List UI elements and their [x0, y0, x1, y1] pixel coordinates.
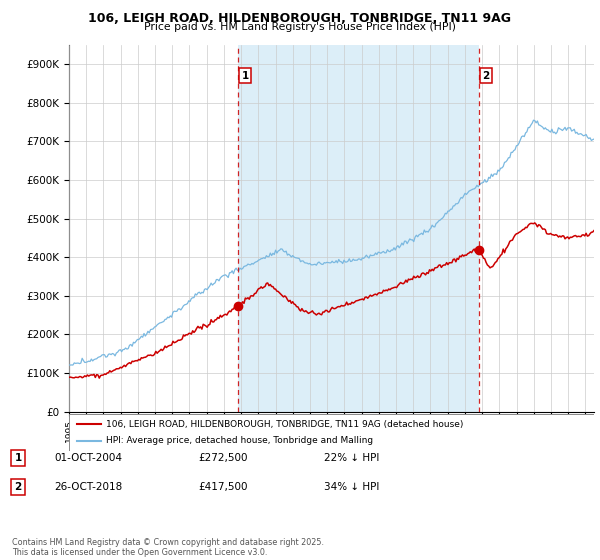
- Text: 2: 2: [482, 71, 490, 81]
- Text: 34% ↓ HPI: 34% ↓ HPI: [324, 482, 379, 492]
- Text: 01-OCT-2004: 01-OCT-2004: [54, 453, 122, 463]
- Text: Contains HM Land Registry data © Crown copyright and database right 2025.
This d: Contains HM Land Registry data © Crown c…: [12, 538, 324, 557]
- Text: 22% ↓ HPI: 22% ↓ HPI: [324, 453, 379, 463]
- Text: 2: 2: [14, 482, 22, 492]
- Text: 1: 1: [241, 71, 249, 81]
- Text: 26-OCT-2018: 26-OCT-2018: [54, 482, 122, 492]
- Text: HPI: Average price, detached house, Tonbridge and Malling: HPI: Average price, detached house, Tonb…: [106, 436, 373, 445]
- Text: 106, LEIGH ROAD, HILDENBOROUGH, TONBRIDGE, TN11 9AG (detached house): 106, LEIGH ROAD, HILDENBOROUGH, TONBRIDG…: [106, 420, 463, 429]
- Text: 1: 1: [14, 453, 22, 463]
- Bar: [238, 45, 479, 412]
- Text: 106, LEIGH ROAD, HILDENBOROUGH, TONBRIDGE, TN11 9AG: 106, LEIGH ROAD, HILDENBOROUGH, TONBRIDG…: [89, 12, 511, 25]
- Text: Price paid vs. HM Land Registry's House Price Index (HPI): Price paid vs. HM Land Registry's House …: [144, 22, 456, 32]
- Text: £417,500: £417,500: [198, 482, 248, 492]
- FancyBboxPatch shape: [69, 414, 594, 451]
- Text: £272,500: £272,500: [198, 453, 248, 463]
